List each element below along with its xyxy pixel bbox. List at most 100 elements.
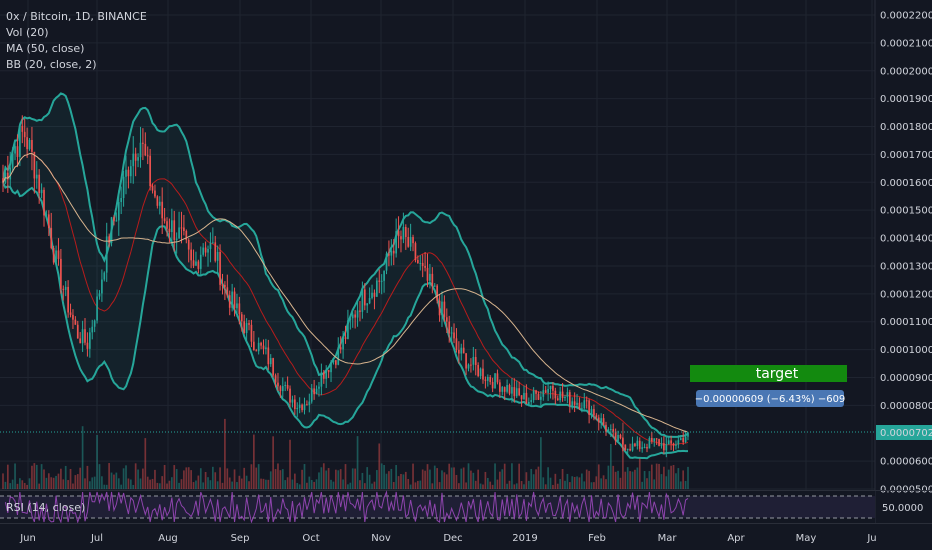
volume-bar: [21, 480, 24, 489]
volume-bar: [385, 473, 388, 489]
candle-body: [371, 292, 373, 299]
volume-bar: [544, 484, 547, 489]
candle-body: [486, 377, 489, 381]
volume-bar: [298, 484, 301, 489]
candle-body: [236, 303, 238, 309]
candle-body: [327, 369, 330, 373]
volume-bar: [296, 483, 299, 489]
volume-bar: [98, 464, 101, 489]
candle-body: [419, 262, 422, 264]
volume-bar: [93, 476, 96, 489]
candle-body: [9, 167, 12, 180]
candle-body: [129, 166, 132, 177]
volume-bar: [33, 463, 36, 489]
candle-body: [347, 320, 349, 339]
candle-body: [556, 398, 559, 401]
candle-body: [207, 249, 209, 253]
volume-bar: [149, 479, 151, 489]
volume-bar: [265, 479, 267, 489]
volume-bar: [458, 483, 460, 489]
volume-bar: [342, 479, 344, 489]
candle-body: [494, 373, 496, 389]
volume-bar: [134, 463, 137, 489]
volume-bar: [67, 480, 69, 489]
candle-body: [648, 438, 651, 449]
volume-bar: [313, 481, 315, 489]
candle-body: [366, 303, 369, 306]
candle-body: [219, 251, 221, 285]
symbol-title: 0x / Bitcoin, 1D, BINANCE: [6, 10, 147, 23]
bb-indicator-label[interactable]: BB (20, close, 2): [6, 58, 97, 71]
volume-bar: [443, 472, 446, 489]
candle-body: [291, 399, 294, 403]
candle-body: [612, 429, 615, 432]
candle-body: [392, 250, 395, 254]
measure-badge: [696, 390, 844, 407]
candle-body: [134, 153, 137, 161]
candle-body: [88, 332, 91, 349]
volume-bar: [113, 474, 115, 489]
volume-bar: [578, 477, 581, 489]
volume-bar: [499, 471, 501, 489]
candle-body: [149, 155, 151, 187]
volume-bar: [547, 467, 549, 489]
volume-bar: [585, 469, 588, 489]
candle-body: [318, 386, 320, 389]
volume-bar: [211, 466, 214, 489]
volume-bar: [47, 473, 50, 489]
candle-body: [105, 236, 108, 273]
candle-body: [183, 227, 185, 231]
candle-body: [289, 388, 291, 403]
volume-bar: [166, 483, 168, 489]
candle-body: [458, 349, 460, 354]
candle-body: [161, 201, 164, 219]
volume-bar: [515, 483, 518, 489]
candle-body: [16, 146, 19, 157]
candle-body: [455, 338, 458, 350]
volume-bar: [310, 480, 313, 489]
volume-bar: [532, 474, 535, 489]
candle-body: [424, 266, 426, 268]
time-tick-label: Jul: [90, 533, 103, 544]
candle-body: [154, 190, 156, 197]
rsi-label[interactable]: RSI (14, close): [6, 501, 85, 514]
volume-bar: [412, 463, 414, 489]
candle-body: [638, 440, 641, 449]
candle-body: [619, 434, 622, 439]
ma-indicator-label[interactable]: MA (50, close): [6, 42, 84, 55]
volume-bar: [158, 483, 161, 489]
volume-bar: [537, 466, 540, 489]
volume-bar: [91, 477, 94, 489]
volume-bar: [626, 467, 629, 489]
candle-body: [2, 178, 4, 183]
candle-body: [238, 303, 241, 315]
candle-body: [253, 341, 255, 351]
candle-body: [549, 385, 552, 390]
candle-body: [267, 347, 270, 365]
rsi-axis-label: 50.0000: [882, 503, 923, 514]
candle-body: [98, 293, 101, 297]
vol-indicator-label[interactable]: Vol (20): [6, 26, 49, 39]
target-box[interactable]: [690, 365, 847, 382]
volume-bar: [183, 470, 185, 489]
volume-bar: [173, 465, 176, 489]
candle-body: [76, 324, 79, 339]
candle-body: [351, 314, 354, 319]
candle-body: [132, 153, 135, 167]
candle-body: [248, 323, 250, 325]
volume-bar: [294, 473, 296, 489]
volume-bar: [14, 463, 16, 489]
volume-bar: [245, 475, 248, 489]
time-axis-ticks[interactable]: Jun Jul Aug Sep Oct Nov Dec 2019 Feb Mar Apr May Ju: [19, 533, 876, 544]
volume-bar: [523, 484, 525, 489]
volume-bar: [269, 471, 272, 489]
candle-body: [62, 288, 65, 290]
candle-body: [585, 400, 588, 402]
candle-body: [559, 391, 562, 401]
volume-bar: [199, 468, 202, 489]
